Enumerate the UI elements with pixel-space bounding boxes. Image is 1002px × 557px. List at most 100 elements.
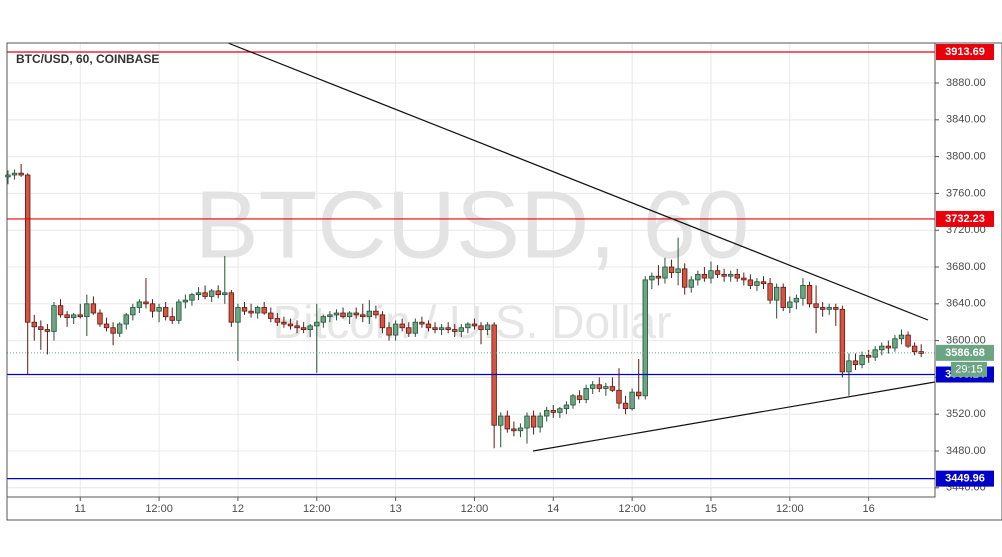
level-label: 3732.23 [945, 213, 985, 225]
candle-body [432, 327, 438, 330]
candle-body [274, 318, 281, 323]
x-tick-label: 12 [232, 503, 244, 515]
candle-body [498, 415, 504, 426]
candle-body [655, 275, 662, 279]
candle-body [471, 323, 478, 327]
candle-body [708, 270, 714, 279]
candle-body [51, 305, 57, 332]
y-tick-label: 3600.00 [946, 335, 986, 347]
candle-body [57, 305, 64, 316]
y-tick-label: 3680.00 [946, 261, 986, 273]
candle-body [110, 327, 116, 334]
candle-body [373, 310, 379, 316]
candle-body [90, 303, 97, 314]
candle-body [754, 281, 760, 286]
candle-body [287, 323, 294, 327]
candle-body [18, 172, 24, 176]
x-tick-label: 13 [389, 503, 401, 515]
candle-body [504, 415, 510, 430]
x-tick-label: 11 [75, 503, 86, 515]
candle-body [412, 321, 419, 334]
candle-body [865, 354, 872, 358]
candle-body [511, 428, 517, 432]
candle-body [544, 410, 550, 417]
candle-body [70, 314, 77, 319]
candle-body [136, 301, 143, 308]
candle-body [261, 307, 267, 314]
candle-body [162, 307, 169, 318]
candle-body [622, 402, 629, 410]
candle-body [846, 360, 852, 373]
candle-body [333, 312, 340, 316]
candle-body [813, 303, 819, 308]
level-label-box [936, 470, 994, 487]
countdown: 29:15 [955, 363, 983, 375]
x-tick-label: 12:00 [776, 503, 804, 515]
candle-body [438, 327, 445, 330]
candle-body [773, 286, 780, 301]
level-label-box [936, 44, 994, 61]
candle-body [905, 334, 911, 347]
candle-body [714, 270, 721, 275]
candle-body [688, 279, 694, 288]
candle-body [629, 391, 635, 410]
y-tick-label: 3760.00 [946, 187, 986, 199]
candle-body [478, 325, 484, 330]
candle-body [189, 294, 195, 301]
candle-body [524, 415, 530, 429]
candle-body [557, 408, 563, 413]
x-tick-label: 15 [705, 503, 717, 515]
candle-body [116, 323, 123, 334]
candle-body [340, 312, 346, 318]
candle-body [241, 307, 248, 312]
last-price-label: 3586.68 [945, 347, 985, 359]
candle-body [222, 292, 228, 296]
y-tick-label: 3520.00 [946, 408, 986, 420]
candle-body [176, 301, 182, 321]
candle-body [649, 275, 655, 281]
y-tick-label: 3720.00 [946, 224, 986, 236]
y-tick-label: 3880.00 [946, 77, 986, 89]
candle-body [780, 286, 786, 308]
x-tick-label: 12:00 [618, 503, 646, 515]
candle-body [307, 325, 313, 330]
candle-body [169, 316, 175, 321]
candle-body [399, 323, 405, 329]
candle-body [885, 345, 892, 349]
candle-body [31, 321, 37, 328]
candle-body [695, 273, 701, 281]
x-tick-label: 12:00 [145, 503, 173, 515]
candle-body [300, 327, 307, 330]
y-tick-label: 3800.00 [946, 151, 986, 163]
candle-body [77, 314, 83, 318]
x-tick-label: 16 [863, 503, 875, 515]
candle-body [642, 279, 648, 397]
watermark: BTCUSD, 60 [195, 171, 750, 278]
candle-body [182, 299, 189, 303]
candle-body [563, 404, 570, 410]
candle-body [826, 307, 832, 310]
candle-body [149, 303, 156, 312]
candle-body [872, 349, 878, 358]
candle-body [202, 292, 208, 297]
candle-body [406, 327, 412, 334]
candle-body [360, 314, 366, 318]
candle-body [314, 321, 320, 327]
candle-body [590, 384, 596, 389]
candle-body [458, 327, 465, 332]
candle-body [425, 323, 432, 329]
candle-body [327, 314, 333, 318]
countdown-box [951, 361, 987, 377]
candle-body [465, 323, 471, 329]
candle-body [64, 314, 70, 319]
candle-body [635, 391, 642, 397]
candle-body [452, 329, 458, 332]
candle-body [103, 323, 110, 329]
y-tick-label: 3640.00 [946, 298, 986, 310]
candle-body [819, 307, 826, 310]
candle-body [681, 268, 688, 288]
candle-body [392, 323, 399, 336]
candle-body [386, 327, 392, 336]
candle-body [675, 268, 681, 273]
